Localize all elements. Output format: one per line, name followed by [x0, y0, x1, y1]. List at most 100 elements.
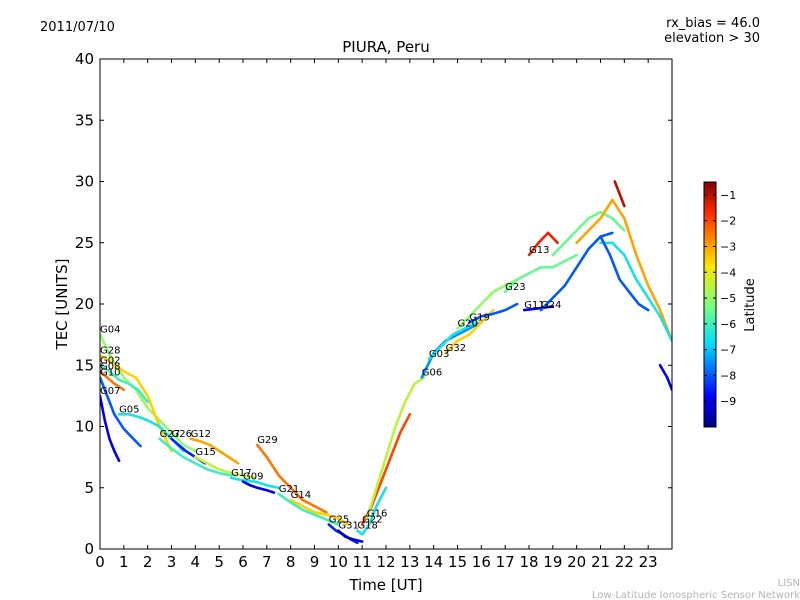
- x-tick-label: 8: [286, 553, 296, 571]
- x-tick-label: 6: [238, 553, 248, 571]
- x-tick-label: 0: [95, 553, 105, 571]
- series-line-g21: [277, 492, 340, 526]
- y-tick-label: 25: [75, 234, 94, 252]
- series-line-g10: [100, 376, 142, 448]
- series-label: G05: [119, 404, 139, 415]
- series-label: G27: [160, 429, 180, 440]
- series-label: G21: [279, 484, 299, 495]
- x-tick-label: 3: [167, 553, 177, 571]
- x-tick-label: 1: [119, 553, 129, 571]
- plot-frame: [99, 58, 673, 550]
- colorbar: [703, 181, 717, 428]
- x-tick-label: 11: [353, 553, 372, 571]
- y-tick-label: 0: [84, 540, 94, 558]
- series-line-g29: [255, 443, 328, 514]
- series-line-g13: [527, 231, 559, 257]
- x-tick-label: 21: [591, 553, 610, 571]
- series-label: G02: [100, 355, 120, 366]
- series-label: G03: [429, 349, 449, 360]
- series-line-g15: [194, 455, 257, 480]
- series-label: G11: [524, 300, 544, 311]
- series-line-g23: [503, 253, 579, 294]
- series-line-g03: [427, 321, 478, 361]
- series-label: G13: [529, 245, 549, 256]
- series-line-g16: [365, 376, 426, 520]
- y-tick-label: 40: [75, 50, 94, 68]
- x-tick-label: 10: [329, 553, 348, 571]
- x-tick-label: 16: [472, 553, 491, 571]
- y-axis-ticks: 0 5 10 15 20 25 30 35 40: [75, 50, 672, 558]
- colorbar-tick-label: −6: [720, 318, 736, 331]
- series-line: [575, 198, 672, 343]
- series-line-g12: [189, 437, 240, 465]
- data-series: [100, 180, 672, 545]
- y-tick-label: 35: [75, 111, 94, 129]
- date-label: 2011/07/10: [40, 20, 115, 35]
- colorbar-label: Latitude: [743, 278, 758, 332]
- y-tick-label: 20: [75, 295, 94, 313]
- chart-title: PIURA, Peru: [342, 38, 429, 56]
- series-labels: G04G28G02G08G10G07G05G27G26G12G15G29G17G…: [100, 245, 561, 532]
- series-line-g18: [356, 486, 388, 536]
- x-tick-label: 5: [214, 553, 224, 571]
- y-tick-label: 15: [75, 356, 94, 374]
- colorbar-tick-label: −4: [720, 266, 736, 279]
- series-label: G22: [362, 515, 382, 526]
- series-line-g27: [158, 437, 233, 477]
- series-label: G32: [446, 343, 466, 354]
- colorbar-tick-label: −3: [720, 240, 736, 253]
- y-tick-label: 5: [84, 479, 94, 497]
- series-label: G08: [100, 361, 120, 372]
- series-label: G16: [367, 508, 387, 519]
- series-label: G26: [172, 429, 192, 440]
- y-tick-label: 30: [75, 173, 94, 191]
- colorbar-tick-label: −5: [720, 292, 736, 305]
- series-label: G29: [257, 435, 277, 446]
- series-label: G18: [357, 521, 377, 532]
- series-line-g11: [522, 305, 555, 312]
- colorbar-tick-label: −1: [720, 189, 736, 202]
- colorbar-tick-label: −2: [720, 215, 736, 228]
- series-label: G20: [458, 319, 478, 330]
- series-label: G10: [100, 368, 120, 379]
- series-line-g17: [229, 476, 281, 490]
- x-tick-label: 4: [191, 553, 201, 571]
- series-label: G09: [243, 472, 263, 483]
- rx-bias-label: rx_bias = 46.0: [666, 16, 760, 31]
- x-axis-ticks: 0 1 2 3 4 5 6 7 8 9 10 11 12 13 14 15 16 17 18 19 20 21 22 23: [95, 59, 658, 571]
- series-label: G15: [195, 447, 215, 458]
- series-label: G31: [338, 521, 358, 532]
- series-label: G17: [231, 468, 251, 479]
- series-label: G12: [191, 429, 211, 440]
- series-line: [551, 210, 626, 257]
- colorbar-ticks: −1 −2 −3 −4 −5 −6 −7 −8 −9: [704, 189, 736, 408]
- colorbar-tick-label: −7: [720, 344, 736, 357]
- x-tick-label: 2: [143, 553, 153, 571]
- series-line-g32: [444, 308, 495, 355]
- series-label: G07: [100, 386, 120, 397]
- x-tick-label: 17: [496, 553, 515, 571]
- y-tick-label: 10: [75, 418, 94, 436]
- x-tick-label: 18: [519, 553, 538, 571]
- x-tick-label: 14: [424, 553, 443, 571]
- credit-fullname: Low-Latitude Ionospheric Sensor Network: [592, 590, 800, 600]
- series-line: [599, 235, 650, 312]
- x-tick-label: 9: [310, 553, 320, 571]
- series-line-g08: [100, 370, 126, 392]
- series-line-g02: [100, 363, 149, 404]
- series-line-g31: [336, 529, 364, 543]
- series-label: G24: [541, 300, 561, 311]
- x-tick-label: 19: [543, 553, 562, 571]
- series-label: G04: [100, 325, 120, 336]
- series-label: G19: [469, 312, 489, 323]
- elevation-label: elevation > 30: [664, 31, 760, 46]
- x-tick-label: 15: [448, 553, 467, 571]
- colorbar-tick-label: −8: [720, 369, 736, 382]
- x-tick-label: 20: [567, 553, 586, 571]
- series-line: [613, 180, 626, 208]
- series-line: [599, 241, 672, 343]
- series-label: G25: [329, 515, 349, 526]
- x-tick-label: 12: [376, 553, 395, 571]
- series-label: G28: [100, 345, 120, 356]
